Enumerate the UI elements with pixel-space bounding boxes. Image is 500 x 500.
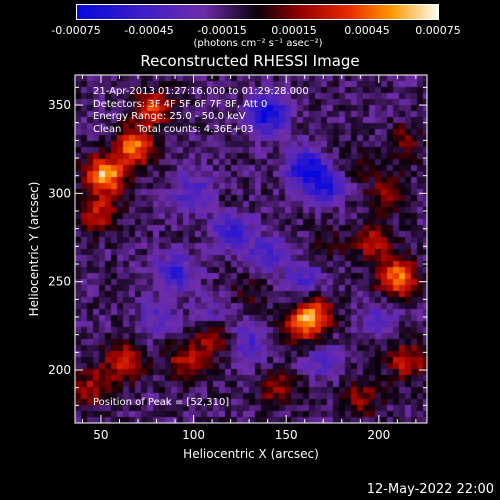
colorbar-tick-label: 0.00075 [415,24,461,37]
chart-title: Reconstructed RHESSI Image [140,52,360,70]
colorbar-gradient [76,4,439,20]
annotation-line: Energy Range: 25.0 - 50.0 keV [93,111,246,122]
annotation-line: Clean Total counts: 4.36E+03 [93,123,254,135]
colorbar-tick-label: -0.00045 [124,24,174,37]
x-tick-label: 200 [367,428,390,442]
peak-position-label: Position of Peak = [52,310] [93,397,230,408]
colorbar-unit-label: (photons cm⁻² s⁻¹ asec⁻²) [193,38,323,49]
x-tick-label: 150 [275,428,298,442]
y-tick-label: 300 [48,186,71,200]
y-tick-label: 200 [48,363,71,377]
annotation-block: 21-Apr-2013 01:27:16.000 to 01:29:28.000… [93,86,309,136]
colorbar-tick-label: 0.00015 [271,24,317,37]
x-tick-label: 50 [93,428,108,442]
plot-frame [74,74,428,424]
colorbar: -0.00075 -0.00045 -0.00015 0.00015 0.000… [0,0,500,62]
y-tick-label: 350 [48,98,71,112]
colorbar-tick-label: -0.00015 [197,24,247,37]
timestamp: 12-May-2022 22:00 [366,482,494,497]
colorbar-tick-label: 0.00045 [344,24,390,37]
annotation-line: 21-Apr-2013 01:27:16.000 to 01:29:28.000 [93,86,309,97]
colorbar-tick-label: -0.00075 [51,24,101,37]
x-tick-label: 100 [182,428,205,442]
x-axis-label: Heliocentric X (arcsec) [183,447,319,461]
y-axis-label: Heliocentric Y (arcsec) [27,182,41,317]
heatmap-image [75,75,427,423]
y-tick-label: 250 [48,275,71,289]
annotation-line: Detectors: 3F 4F 5F 6F 7F 8F, Att 0 [93,98,268,110]
